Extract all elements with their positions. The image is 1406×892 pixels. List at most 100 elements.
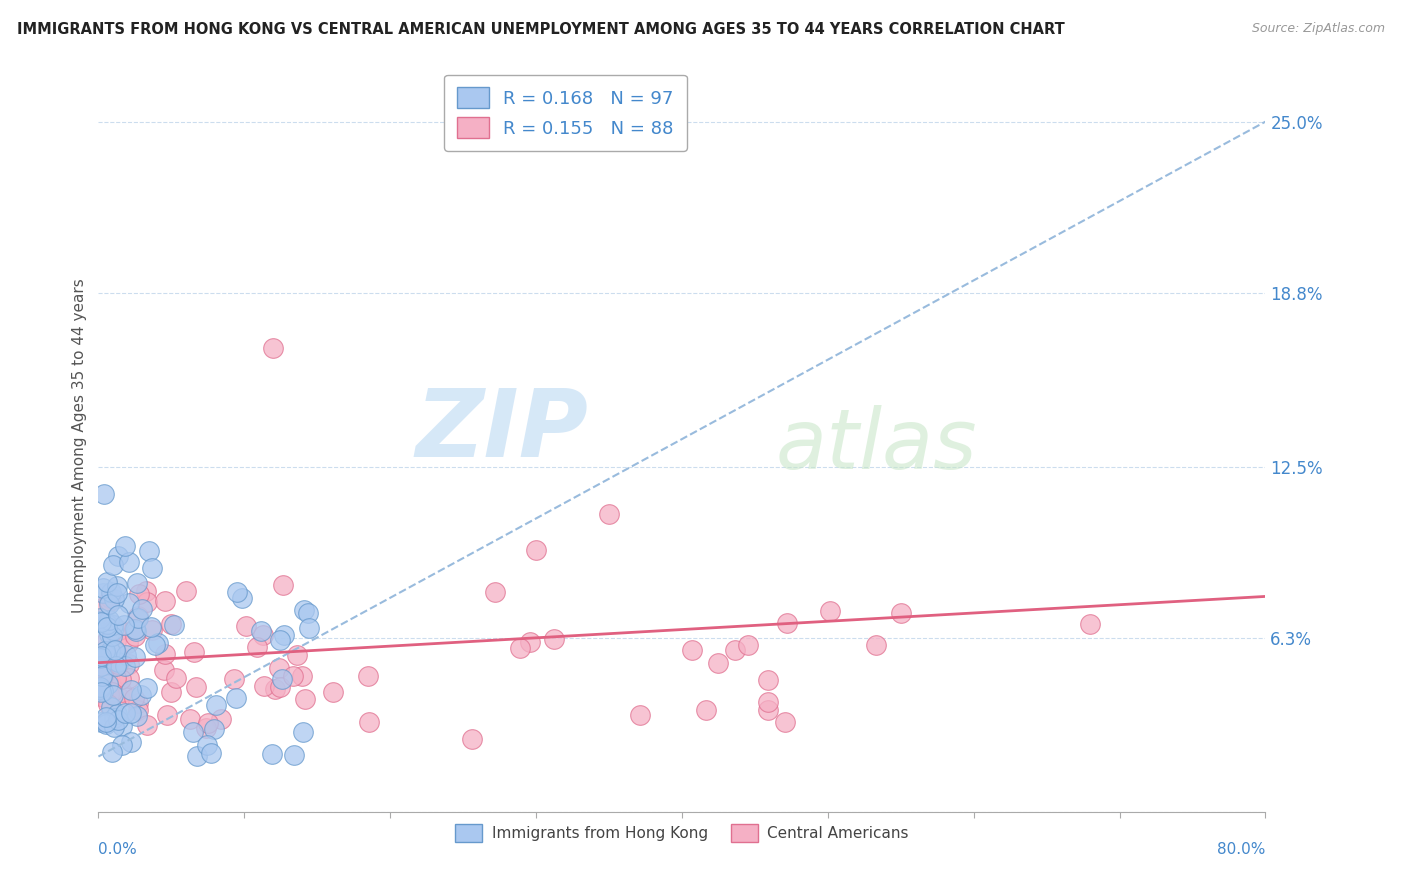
Point: [524, 542, 547, 557]
Point: [93, 664, 115, 678]
Point: [103, 688, 125, 702]
Point: [103, 623, 125, 637]
Point: [156, 708, 179, 723]
Point: [292, 603, 315, 617]
Point: [127, 708, 149, 723]
Point: [519, 635, 541, 649]
Point: [114, 706, 136, 720]
Point: [598, 507, 620, 521]
Point: [273, 628, 295, 642]
Point: [776, 616, 799, 631]
Point: [104, 658, 127, 673]
Point: [96, 616, 118, 631]
Point: [107, 549, 129, 563]
Point: [117, 671, 139, 685]
Point: [294, 692, 316, 706]
Point: [756, 673, 779, 688]
Point: [93, 487, 115, 501]
Point: [107, 713, 129, 727]
Point: [90, 685, 112, 699]
Point: [204, 698, 226, 712]
Text: atlas: atlas: [775, 406, 977, 486]
Point: [100, 644, 122, 658]
Text: IMMIGRANTS FROM HONG KONG VS CENTRAL AMERICAN UNEMPLOYMENT AMONG AGES 35 TO 44 Y: IMMIGRANTS FROM HONG KONG VS CENTRAL AME…: [17, 22, 1064, 37]
Point: [97, 674, 120, 689]
Point: [197, 715, 219, 730]
Point: [186, 749, 208, 764]
Point: [91, 669, 114, 683]
Point: [145, 638, 167, 652]
Point: [264, 682, 287, 697]
Point: [105, 579, 128, 593]
Point: [136, 718, 159, 732]
Point: [105, 585, 128, 599]
Point: [200, 746, 222, 760]
Point: [122, 622, 145, 636]
Point: [118, 657, 141, 671]
Point: [89, 651, 111, 665]
Point: [90, 649, 112, 664]
Point: [98, 626, 121, 640]
Point: [98, 593, 121, 607]
Point: [773, 715, 796, 730]
Point: [94, 714, 117, 729]
Point: [114, 659, 136, 673]
Point: [101, 745, 124, 759]
Point: [117, 636, 139, 650]
Point: [127, 610, 149, 624]
Point: [262, 747, 284, 761]
Point: [94, 643, 117, 657]
Y-axis label: Unemployment Among Ages 35 to 44 years: Unemployment Among Ages 35 to 44 years: [72, 278, 87, 614]
Text: 0.0%: 0.0%: [98, 842, 138, 857]
Point: [139, 620, 162, 634]
Point: [110, 691, 132, 706]
Point: [108, 624, 131, 638]
Point: [509, 640, 531, 655]
Point: [89, 649, 111, 664]
Point: [107, 657, 129, 671]
Point: [90, 715, 112, 730]
Text: ZIP: ZIP: [416, 385, 589, 477]
Point: [724, 643, 747, 657]
Point: [89, 611, 111, 625]
Point: [91, 585, 114, 599]
Point: [97, 687, 120, 701]
Point: [118, 555, 141, 569]
Point: [120, 683, 142, 698]
Point: [1080, 617, 1102, 632]
Point: [96, 620, 118, 634]
Point: [91, 683, 114, 698]
Point: [107, 608, 129, 623]
Point: [98, 613, 121, 627]
Point: [100, 700, 122, 714]
Point: [695, 703, 717, 717]
Point: [146, 636, 169, 650]
Point: [181, 724, 204, 739]
Point: [195, 738, 218, 752]
Point: [211, 712, 233, 726]
Text: 80.0%: 80.0%: [1218, 842, 1265, 857]
Point: [283, 747, 305, 762]
Point: [818, 604, 841, 618]
Point: [114, 539, 136, 553]
Point: [252, 627, 274, 641]
Point: [101, 558, 124, 572]
Point: [141, 561, 163, 575]
Point: [127, 609, 149, 624]
Point: [107, 655, 129, 669]
Point: [103, 711, 125, 725]
Point: [357, 714, 380, 729]
Point: [125, 624, 148, 638]
Point: [118, 597, 141, 611]
Point: [91, 581, 114, 595]
Point: [183, 645, 205, 659]
Point: [231, 591, 253, 606]
Point: [97, 698, 120, 712]
Point: [104, 633, 127, 648]
Point: [122, 691, 145, 706]
Point: [97, 677, 120, 691]
Point: [628, 708, 651, 723]
Point: [225, 584, 247, 599]
Point: [89, 681, 111, 695]
Point: [114, 648, 136, 662]
